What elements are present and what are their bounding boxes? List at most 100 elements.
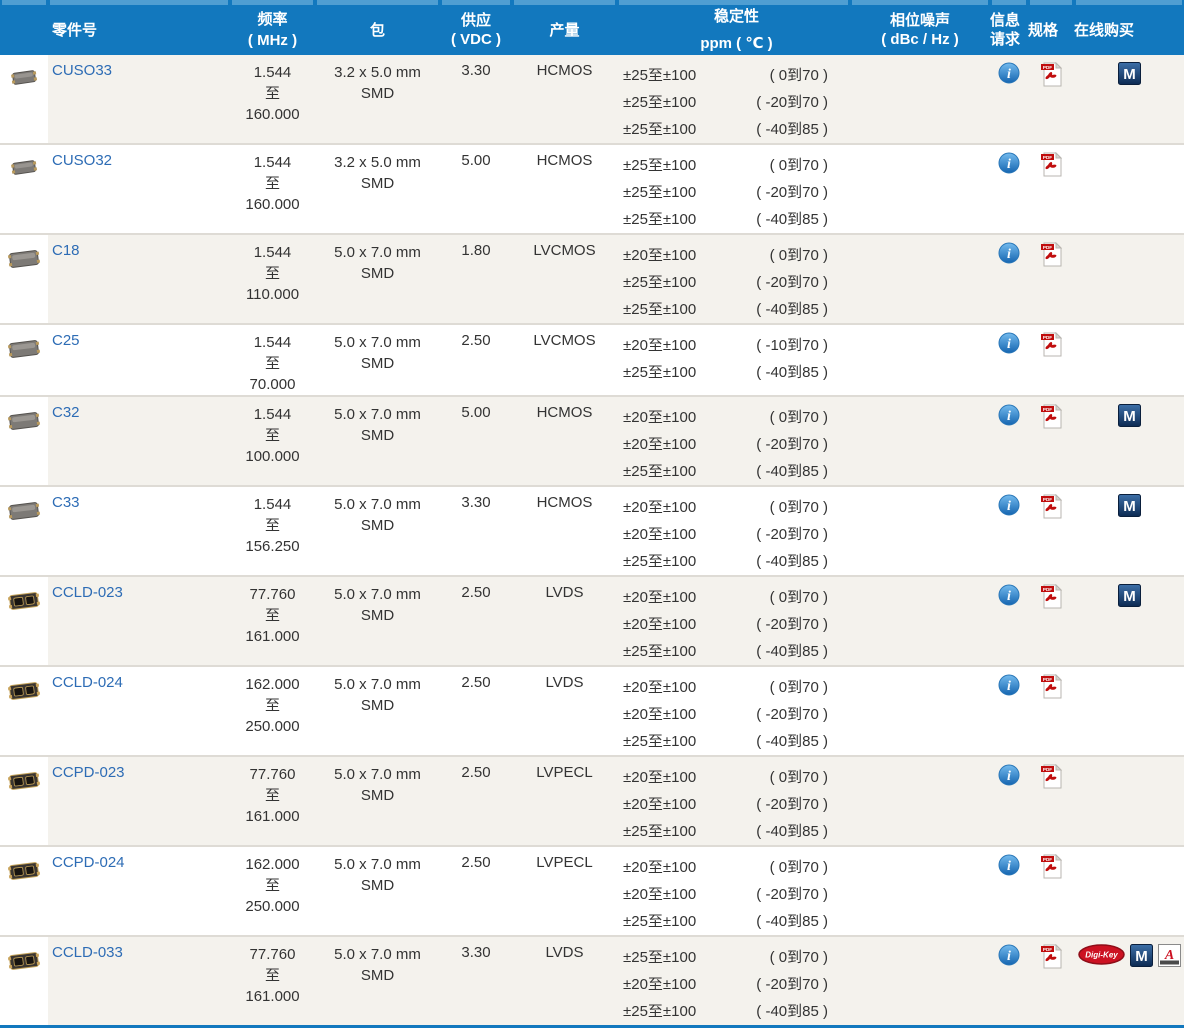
info-icon[interactable]: i [998,494,1020,516]
phase-noise-cell [850,487,990,575]
product-photo-chip-icon [7,412,41,430]
info-request-cell: i [990,847,1028,935]
info-icon[interactable]: i [998,944,1020,966]
product-image-cell [0,55,48,143]
frequency-max: 100.000 [245,448,300,465]
output-cell: HCMOS [512,55,617,143]
mouser-buy-icon[interactable]: M [1117,584,1141,607]
supply-cell: 3.30 [440,55,512,143]
svg-text:PDF: PDF [1042,407,1051,412]
buy-online-cell [1074,847,1184,935]
part-number-link[interactable]: C25 [52,332,80,349]
stability-temp-range: ( 0到70 ) [769,247,828,264]
product-photo-chip-icon [7,772,41,790]
package-cell: 5.0 x 7.0 mm SMD [315,325,440,395]
info-icon[interactable]: i [998,854,1020,876]
stability-temp-range: ( -40到85 ) [756,1003,828,1020]
output-cell: LVCMOS [533,332,596,349]
mouser-buy-icon[interactable]: M [1117,62,1141,85]
info-icon[interactable]: i [998,332,1020,354]
frequency-to: 至 [264,967,280,984]
table-row: C32 1.544 至 100.000 5.0 x 7.0 mm SMD 5.00 H… [0,395,1184,485]
pdf-datasheet-icon[interactable]: PDF [1040,242,1062,267]
phase-noise-cell [850,757,990,845]
spec-cell: PDF [1028,487,1074,575]
part-number-link[interactable]: CUSO32 [52,152,113,169]
mouser-buy-icon[interactable]: M [1129,944,1153,967]
part-number-link[interactable]: CCLD-024 [52,674,123,691]
part-number-link[interactable]: C32 [52,404,80,421]
buy-online-cell: Digi-Key M A [1074,937,1184,1025]
pdf-datasheet-icon[interactable]: PDF [1040,494,1062,519]
info-icon[interactable]: i [998,764,1020,786]
info-icon[interactable]: i [998,62,1020,84]
pdf-datasheet-icon[interactable]: PDF [1040,62,1062,87]
frequency-min: 77.760 [249,946,296,963]
info-request-cell: i [990,325,1028,395]
stability-range: ±20至±100 [623,589,697,606]
frequency-min: 1.544 [253,406,292,423]
stability-line: ±20至±100 ( 0到70 ) [623,404,850,431]
stability-temp-range: ( -10到70 ) [756,337,828,354]
part-number-link[interactable]: CUSO33 [52,62,113,79]
part-number-link[interactable]: CCLD-033 [52,944,123,961]
mouser-buy-icon[interactable]: M [1117,404,1141,427]
stability-temp-range: ( -40到85 ) [756,913,828,930]
mouser-buy-icon[interactable]: M [1117,494,1141,517]
stability-line: ±20至±100 ( -20到70 ) [623,431,850,458]
arrow-buy-icon[interactable]: A [1157,944,1181,967]
info-icon[interactable]: i [998,242,1020,264]
info-request-cell: i [990,937,1028,1025]
part-number-link[interactable]: CCLD-023 [52,584,123,601]
pdf-datasheet-icon[interactable]: PDF [1040,854,1062,879]
package-cell: 3.2 x 5.0 mm SMD [315,55,440,143]
table-row: CCLD-033 77.760 至 161.000 5.0 x 7.0 mm SMD … [0,935,1184,1025]
stability-temp-range: ( -20到70 ) [756,616,828,633]
package-cell: 3.2 x 5.0 mm SMD [315,145,440,233]
package-type: SMD [360,175,395,192]
frequency-max: 161.000 [245,988,300,1005]
stability-range: ±20至±100 [623,436,697,453]
info-icon[interactable]: i [998,674,1020,696]
stability-temp-range: ( 0到70 ) [769,409,828,426]
column-header-output: 产量 [512,0,617,55]
stability-range: ±25至±100 [623,553,697,570]
pdf-datasheet-icon[interactable]: PDF [1040,584,1062,609]
info-icon[interactable]: i [998,404,1020,426]
stability-line: ±25至±100 ( 0到70 ) [623,62,850,89]
stability-range: ±25至±100 [623,733,697,750]
stability-range: ±25至±100 [623,463,697,480]
pdf-datasheet-icon[interactable]: PDF [1040,332,1062,357]
product-image-cell [0,847,48,935]
buy-online-cell [1074,145,1184,233]
pdf-datasheet-icon[interactable]: PDF [1040,674,1062,699]
svg-text:i: i [1007,859,1011,874]
part-number-link[interactable]: CCPD-023 [52,764,125,781]
supply-cell: 2.50 [461,674,491,691]
frequency-min: 1.544 [253,496,292,513]
stability-line: ±25至±100 ( -40到85 ) [623,908,850,935]
pdf-datasheet-icon[interactable]: PDF [1040,152,1062,177]
svg-text:M: M [1123,408,1136,425]
info-icon[interactable]: i [998,584,1020,606]
stability-temp-range: ( -40到85 ) [756,364,828,381]
stability-line: ±20至±100 ( -20到70 ) [623,881,850,908]
info-request-cell: i [990,577,1028,665]
stability-range: ±25至±100 [623,301,697,318]
digikey-buy-icon[interactable]: Digi-Key [1077,944,1125,965]
stability-line: ±25至±100 ( -40到85 ) [623,548,850,575]
pdf-datasheet-icon[interactable]: PDF [1040,944,1062,969]
stability-line: ±20至±100 ( -20到70 ) [623,701,850,728]
pdf-datasheet-icon[interactable]: PDF [1040,764,1062,789]
part-number-link[interactable]: C18 [52,242,80,259]
part-number-link[interactable]: C33 [52,494,80,511]
stability-temp-range: ( 0到70 ) [769,499,828,516]
stability-range: ±20至±100 [623,886,697,903]
stability-temp-range: ( 0到70 ) [769,589,828,606]
package-size: 3.2 x 5.0 mm [334,154,421,171]
stability-temp-range: ( -20到70 ) [756,436,828,453]
info-icon[interactable]: i [998,152,1020,174]
pdf-datasheet-icon[interactable]: PDF [1040,404,1062,429]
stability-temp-range: ( 0到70 ) [769,679,828,696]
part-number-link[interactable]: CCPD-024 [52,854,125,871]
